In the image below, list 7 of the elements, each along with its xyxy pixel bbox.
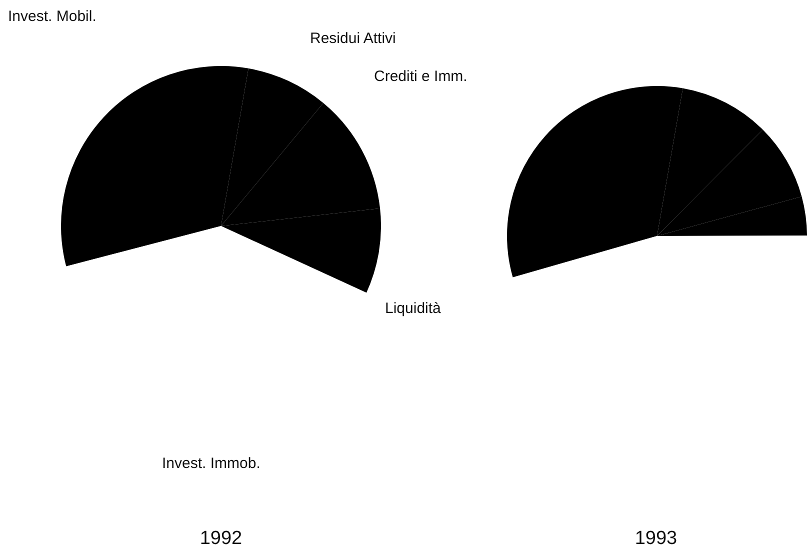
slice-label: Invest. Mobil. — [8, 8, 96, 25]
slice-label: Liquidità — [385, 300, 441, 317]
slice-label: Residui Attivi — [310, 30, 396, 47]
slice-label: Invest. Immob. — [162, 455, 260, 472]
text: 1992 — [200, 528, 242, 550]
text: 1993 — [634, 528, 678, 550]
slice-label: Crediti e Imm. — [374, 68, 468, 85]
